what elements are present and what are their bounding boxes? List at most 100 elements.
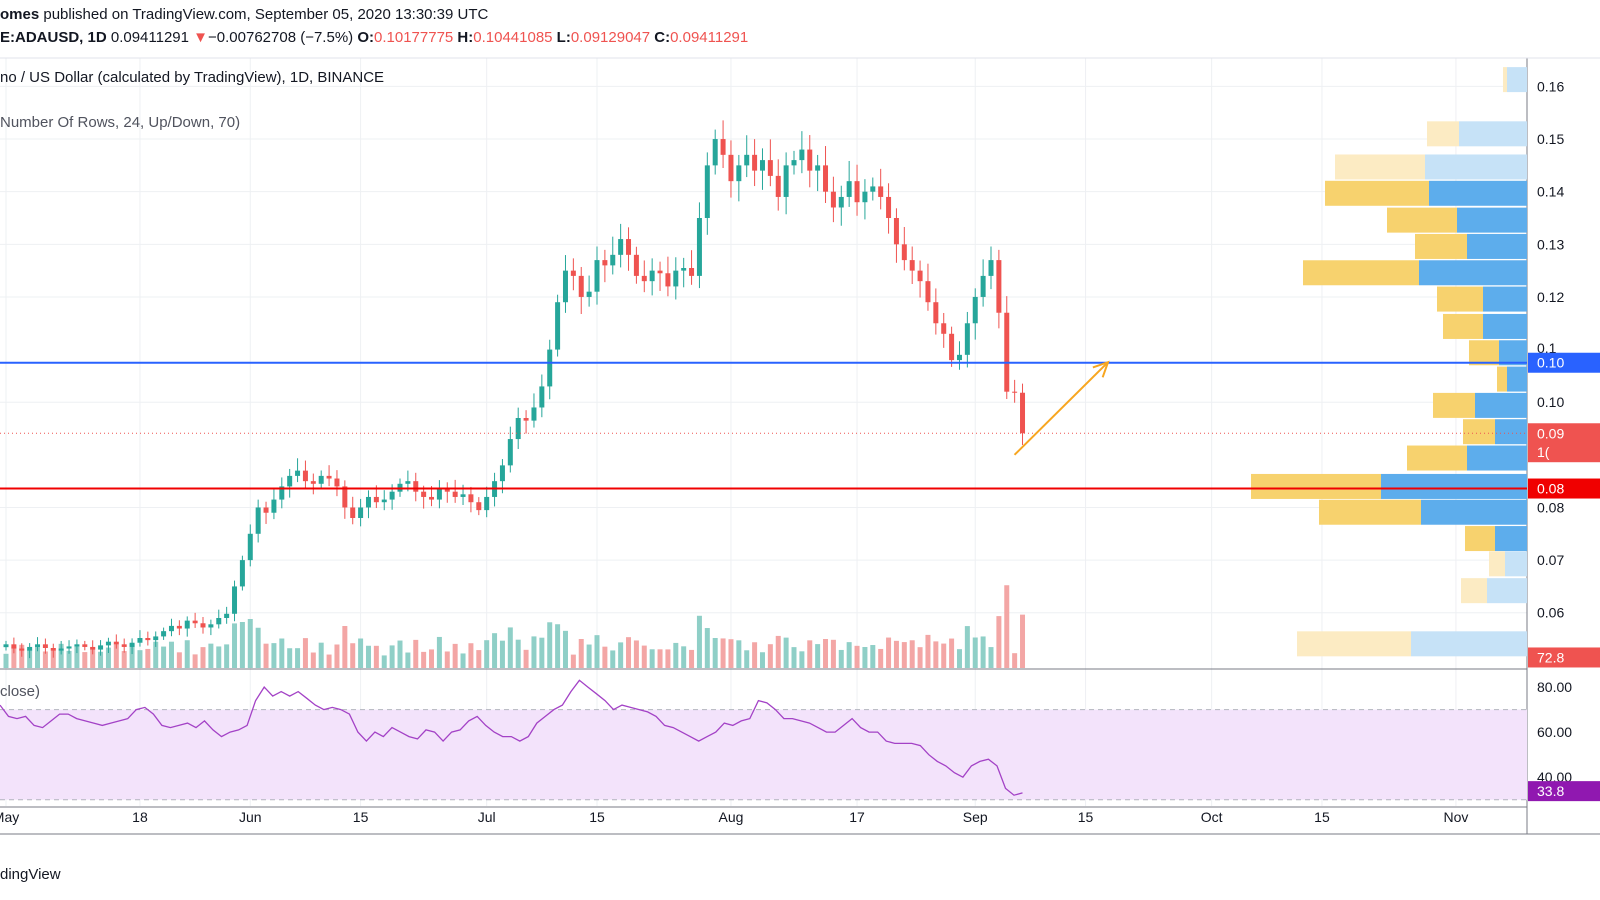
volume-profile-up-bar [1467,445,1527,471]
down-arrow-icon: ▼ [193,29,209,46]
candle-body [633,254,639,276]
volume-bar [728,639,734,668]
volume-profile-down-bar [1297,631,1411,657]
horizontal-levels[interactable] [0,361,1527,490]
price-tag-bg [1528,647,1600,668]
volume-bar [570,654,576,668]
volume-bar [145,648,151,668]
candle-body [476,502,482,511]
volume-profile-up-bar [1419,260,1527,286]
volume-bar [689,649,695,668]
volume-bar [444,651,450,668]
candle-body [389,491,395,500]
publish-text: published on TradingView.com, September … [39,6,489,23]
candle-body [972,296,978,324]
candle-body [531,407,537,421]
volume-bar [389,645,395,668]
volume-bar [610,650,616,668]
volume-bar [358,638,364,668]
price-tag-label: 0.08 [1537,481,1564,497]
volume-profile-up-bar [1411,631,1527,657]
volume-bar [775,635,781,668]
volume-bar [192,654,198,668]
price-tag-label: 1( [1537,444,1550,460]
volume-bar [909,640,915,668]
volume-bar [618,642,624,668]
volume-bar [113,644,119,668]
volume-bar [184,640,190,668]
volume-bar [854,645,860,668]
volume-bar [823,639,829,668]
volume-bar [318,642,324,668]
candle-body [610,254,616,266]
candle-body [381,499,387,503]
candle-body [232,586,238,614]
volume-bar [956,649,962,668]
volume-bar [302,638,308,668]
rsi-tag-bg [1528,781,1600,802]
candle-body [74,644,80,647]
candle-body [807,149,813,171]
price-fragment-label: 0.1 [1537,340,1557,356]
candle-body [878,186,884,197]
candle-body [980,275,986,297]
axes[interactable]: 0.16 0.15 0.14 0.13 0.12 0.10 0.08 0.07 0.06 80.0… [0,78,1600,825]
open-value: 0.10177775 [374,29,454,46]
candle-body [27,646,33,651]
candle-body [791,160,797,166]
candle-body [862,191,868,203]
volume-profile [1251,67,1527,657]
volume-bar [232,623,238,668]
candle-body [736,165,742,182]
candle-body [365,496,371,508]
volume-bar [539,637,545,668]
volume-bar [712,638,718,668]
volume-bar [326,654,332,668]
candle-body [208,624,214,628]
candle-body [216,618,222,625]
volume-bar [507,627,513,668]
candle-body [854,181,860,203]
volume-bar [35,646,41,668]
symbol-description[interactable]: no / US Dollar (calculated by TradingVie… [0,69,385,86]
volume-profile-up-bar [1495,526,1527,552]
candle-body [641,275,647,282]
candle-body [342,486,348,508]
low-label: L: [556,29,571,46]
volume-profile-up-bar [1495,419,1527,445]
volume-bar [200,647,206,668]
candle-body [893,218,899,245]
volume-profile-up-bar [1425,154,1527,180]
candle-body [42,644,48,648]
candle-body [547,349,553,387]
candle-body [105,641,111,646]
candle-body [50,648,56,651]
candle-body [1012,391,1018,393]
rsi-legend[interactable]: close) [0,683,41,700]
volume-bar [342,626,348,668]
volume-bar [783,637,789,668]
price-tick-label: 0.08 [1537,499,1564,515]
time-tick-label: May [0,809,19,825]
candle-body [499,465,505,482]
volume-bar [66,650,72,668]
volume-profile-down-bar [1387,207,1457,233]
candle-body [145,638,151,641]
volume-bar [161,646,167,668]
volume-bar [799,651,805,668]
volume-profile-legend[interactable]: Number Of Rows, 24, Up/Down, 70) [0,114,241,131]
volume-profile-up-bar [1459,121,1527,147]
volume-bar [216,646,222,668]
price-tag-bg [1528,423,1600,444]
candle-body [468,494,474,503]
candle-body [184,620,190,629]
volume-profile-down-bar [1465,526,1495,552]
candle-body [436,489,442,500]
volume-bar [129,643,135,668]
candle-body [586,291,592,297]
time-tick-label: 15 [1078,809,1094,825]
price-tag-bg [1528,442,1600,463]
volume-profile-down-bar [1437,286,1483,312]
trend-arrow-annotation[interactable] [1013,360,1110,456]
